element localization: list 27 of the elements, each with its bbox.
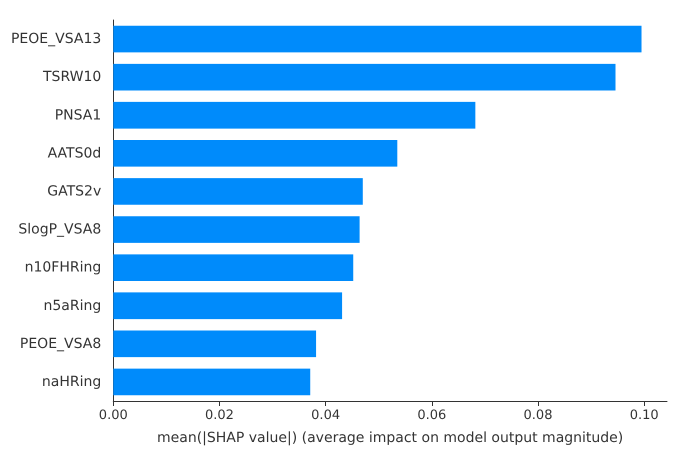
y-tick-label: naHRing bbox=[42, 374, 102, 390]
bar bbox=[113, 292, 342, 320]
bar bbox=[113, 254, 354, 281]
bar bbox=[113, 102, 476, 129]
y-tick-label: PEOE_VSA13 bbox=[10, 31, 102, 48]
bar bbox=[113, 64, 616, 90]
y-tick-label: n10FHRing bbox=[24, 260, 102, 276]
y-tick-label: TSRW10 bbox=[42, 69, 102, 86]
bar bbox=[113, 26, 642, 52]
x-tick-label: 0.02 bbox=[204, 408, 234, 423]
x-tick-label: 0.06 bbox=[417, 408, 446, 423]
x-axis-title: mean(|SHAP value|) (average impact on model output magnitude) bbox=[157, 430, 624, 446]
y-tick-label: GATS2v bbox=[47, 183, 102, 200]
bar bbox=[113, 178, 363, 205]
x-tick-label: 0.10 bbox=[630, 408, 659, 423]
y-tick-label: SlogP_VSA8 bbox=[18, 222, 102, 238]
x-tick-label: 0.04 bbox=[311, 408, 340, 423]
y-tick-label: PEOE_VSA8 bbox=[20, 336, 102, 352]
bar bbox=[113, 368, 310, 396]
x-tick-label: 0.00 bbox=[98, 408, 128, 423]
x-tick-label: 0.08 bbox=[524, 408, 552, 423]
bar bbox=[113, 216, 360, 243]
y-tick-label: PNSA1 bbox=[54, 107, 102, 124]
y-tick-label: AATS0d bbox=[48, 145, 102, 162]
bar bbox=[113, 330, 316, 358]
bar bbox=[113, 140, 398, 167]
y-tick-label: n5aRing bbox=[44, 298, 102, 314]
